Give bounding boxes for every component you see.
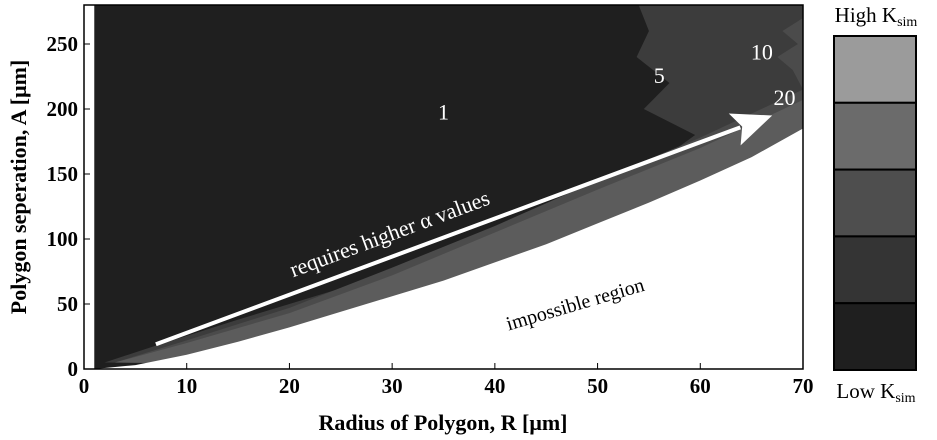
x-tick-label: 10: [176, 374, 197, 398]
y-tick-label: 200: [47, 97, 79, 121]
x-tick-label: 0: [79, 374, 90, 398]
colorbar-band: [833, 168, 917, 238]
x-tick-label: 50: [587, 374, 608, 398]
direction-arrow: [155, 113, 773, 347]
contour-label-1: 1: [438, 99, 449, 124]
x-tick-label: 40: [484, 374, 505, 398]
colorbar-legend: High Ksim Low Ksim: [833, 3, 918, 406]
impossible-region: [94, 128, 803, 369]
x-tick-label: 30: [382, 374, 403, 398]
left-edge-gap: [84, 5, 95, 369]
y-tick-label: 100: [47, 227, 79, 251]
x-tick-label: 70: [793, 374, 814, 398]
contour-label-5: 5: [654, 63, 665, 88]
colorbar-bottom-label: Low Ksim: [836, 379, 915, 406]
y-tick-label: 0: [68, 357, 79, 381]
colorbar-band: [833, 35, 917, 104]
x-tick-label: 60: [690, 374, 711, 398]
contour-label-20: 20: [774, 85, 796, 110]
x-tick-label: 20: [279, 374, 300, 398]
y-tick-label: 150: [47, 162, 79, 186]
x-axis-title: Radius of Polygon, R [μm]: [319, 410, 568, 435]
y-tick-label: 50: [57, 292, 78, 316]
contour-label-10: 10: [751, 40, 773, 65]
plot-frame: [83, 4, 804, 370]
colorbar-band: [833, 235, 917, 305]
plot-area: [84, 5, 803, 369]
colorbar-band: [833, 101, 917, 171]
colorbar-band: [833, 302, 917, 372]
y-tick-label: 250: [47, 32, 79, 56]
colorbar-top-label: High Ksim: [835, 3, 918, 30]
y-axis-title: Polygon seperation, A [μm]: [6, 60, 31, 314]
